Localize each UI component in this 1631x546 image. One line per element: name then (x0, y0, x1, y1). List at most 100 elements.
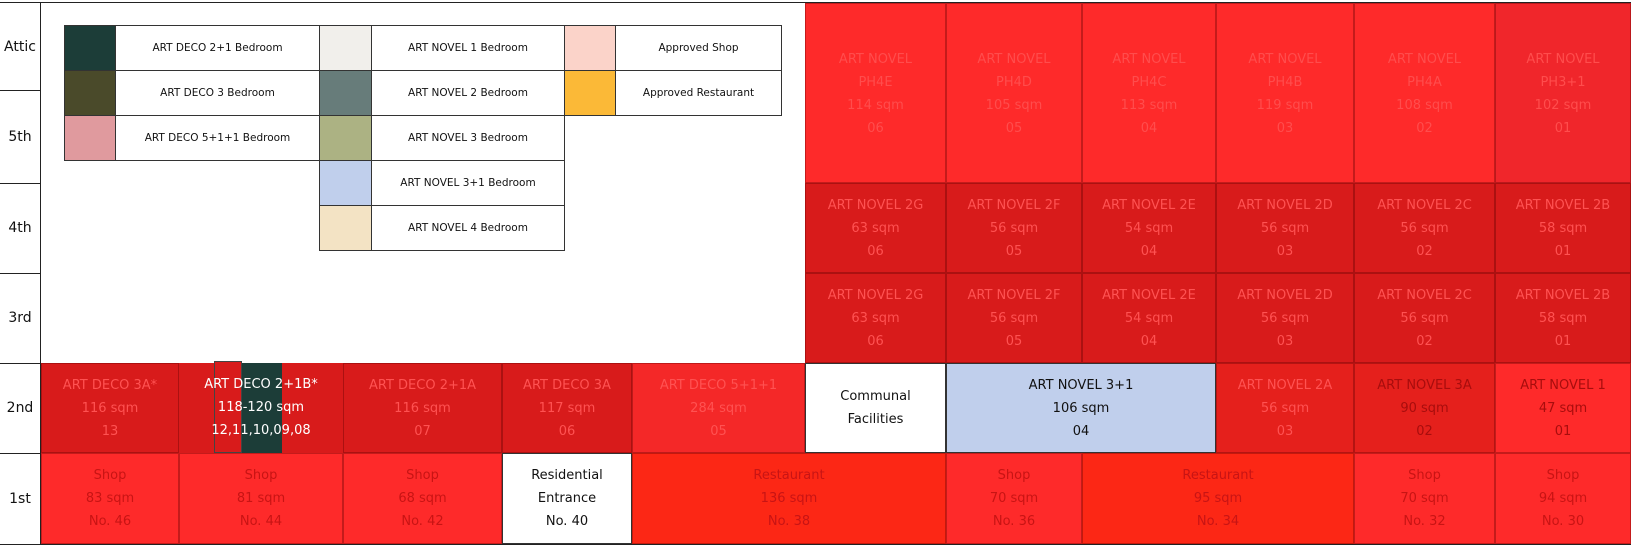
unit-name: Shop (244, 468, 278, 483)
unit-area: 116 sqm (81, 401, 139, 416)
unit-area: 56 sqm (989, 311, 1039, 326)
unit-name: ART NOVEL (1112, 52, 1186, 67)
legend-swatch-art-novel-1 (319, 25, 372, 71)
unit-attic-ph3-1: ART NOVEL PH3+1 102 sqm 01 (1495, 3, 1631, 183)
unit-name: Shop (1408, 468, 1441, 483)
unit-4th-2c: ART NOVEL 2C 56 sqm 02 (1354, 183, 1495, 273)
unit-name: Restaurant (753, 468, 825, 483)
unit-number: 03 (1276, 424, 1294, 439)
unit-area: 106 sqm (1052, 401, 1110, 416)
green-block-right (242, 363, 282, 453)
unit-name: ART DECO 2+1A (368, 378, 477, 393)
unit-area: 68 sqm (398, 491, 447, 506)
unit-number: No. 40 (545, 514, 589, 529)
unit-name: ART DECO 5+1+1 (659, 378, 778, 393)
legend-swatch-art-deco-2-1 (64, 25, 116, 71)
unit-number: 06 (867, 244, 884, 259)
unit-2nd-art-deco-2-1b-background (179, 361, 343, 453)
unit-attic-ph4c: ART NOVEL PH4C 113 sqm 04 (1082, 3, 1216, 183)
unit-code: PH3+1 (1540, 75, 1586, 90)
unit-number: 04 (1140, 244, 1158, 259)
unit-area: 47 sqm (1538, 401, 1588, 416)
floor-label-4th: 4th (8, 220, 32, 236)
unit-code: PH4E (858, 75, 893, 90)
unit-area: 56 sqm (1400, 221, 1449, 236)
unit-name: ART DECO 3A* (62, 378, 158, 393)
unit-number: No. 46 (88, 514, 132, 529)
unit-number: 01 (1554, 121, 1572, 136)
entrance-line1: Residential (531, 468, 603, 483)
shop-no-44: Shop 81 sqm No. 44 (179, 453, 343, 544)
unit-name: ART NOVEL 2C (1377, 288, 1472, 303)
unit-number: No. 44 (239, 514, 283, 529)
unit-area: 114 sqm (847, 98, 904, 113)
unit-name: ART NOVEL 3A (1377, 378, 1472, 393)
unit-number: 03 (1276, 121, 1294, 136)
unit-area: 63 sqm (851, 311, 900, 326)
unit-number: 05 (1005, 121, 1023, 136)
legend-swatch-art-deco-5-1-1 (64, 115, 116, 161)
unit-number: 01 (1554, 244, 1572, 259)
unit-number: 02 (1416, 121, 1433, 136)
legend-swatch-approved-restaurant (564, 70, 616, 116)
unit-area: 102 sqm (1534, 98, 1592, 113)
unit-code: PH4A (1407, 75, 1442, 90)
unit-attic-ph4a: ART NOVEL PH4A 108 sqm 02 (1354, 3, 1495, 183)
red-block-left (179, 363, 214, 453)
unit-area: 284 sqm (690, 401, 747, 416)
unit-area: 63 sqm (851, 221, 900, 236)
unit-4th-2g: ART NOVEL 2G 63 sqm 06 (805, 183, 946, 273)
restaurant-no-34: Restaurant 95 sqm No. 34 (1082, 453, 1354, 544)
unit-number: 07 (414, 424, 431, 439)
unit-2nd-art-deco-3a-star: ART DECO 3A* 116 sqm 13 (41, 363, 179, 453)
unit-4th-2e: ART NOVEL 2E 54 sqm 04 (1082, 183, 1216, 273)
unit-name: ART NOVEL 1 (1520, 378, 1606, 393)
legend-swatch-art-novel-4 (319, 205, 372, 251)
unit-code: PH4D (996, 75, 1032, 90)
residential-entrance-no-40: Residential Entrance No. 40 (502, 453, 632, 544)
unit-area: 119 sqm (1256, 98, 1314, 113)
unit-2nd-art-novel-2a: ART NOVEL 2A 56 sqm 03 (1216, 363, 1354, 453)
unit-name: ART NOVEL 2C (1377, 198, 1472, 213)
floor-divider-3rd (0, 363, 41, 364)
entrance-line2: Entrance (537, 491, 597, 506)
unit-code: PH4B (1267, 75, 1303, 90)
unit-number: 06 (867, 334, 884, 349)
frame-top-line (0, 2, 1631, 3)
unit-3rd-2b: ART NOVEL 2B 58 sqm 01 (1495, 273, 1631, 363)
unit-name: ART NOVEL 2F (967, 198, 1061, 213)
legend-label-art-deco-5-1-1: ART DECO 5+1+1 Bedroom (115, 115, 320, 161)
unit-number: 01 (1554, 424, 1572, 439)
communal-line1: Communal (840, 389, 911, 404)
unit-2nd-art-novel-1: ART NOVEL 1 47 sqm 01 (1495, 363, 1631, 453)
legend-swatch-approved-shop (564, 25, 616, 71)
unit-name: ART NOVEL (838, 52, 913, 67)
unit-number: 01 (1554, 334, 1572, 349)
unit-number: 05 (1005, 244, 1023, 259)
unit-area: 113 sqm (1120, 98, 1178, 113)
unit-area: 70 sqm (1400, 491, 1449, 506)
unit-name: Shop (997, 468, 1031, 483)
floor-label-3rd: 3rd (8, 310, 32, 326)
red-block-right (282, 363, 343, 453)
communal-line2: Facilities (847, 412, 904, 427)
unit-name: ART NOVEL 2F (967, 288, 1061, 303)
unit-3rd-2f: ART NOVEL 2F 56 sqm 05 (946, 273, 1082, 363)
unit-2nd-art-deco-2-1b-star: ART DECO 2+1B* 118-120 sqm 12,11,10,09,0… (179, 363, 343, 453)
unit-area: 83 sqm (85, 491, 135, 506)
unit-area: 136 sqm (760, 491, 818, 506)
unit-number: 12,11,10,09,08 (211, 423, 311, 438)
unit-area: 81 sqm (236, 491, 286, 506)
unit-attic-ph4b: ART NOVEL PH4B 119 sqm 03 (1216, 3, 1354, 183)
unit-number: 05 (710, 424, 727, 439)
legend-label-art-novel-3-1: ART NOVEL 3+1 Bedroom (371, 160, 565, 206)
unit-name: ART NOVEL 2E (1102, 198, 1196, 213)
unit-number: 05 (1005, 334, 1023, 349)
unit-area: 108 sqm (1396, 98, 1453, 113)
unit-area: 90 sqm (1400, 401, 1449, 416)
dark-green-block (214, 361, 242, 453)
legend-swatch-art-novel-3-1 (319, 160, 372, 206)
unit-area: 56 sqm (1260, 311, 1310, 326)
floor-divider-4th (0, 273, 41, 274)
